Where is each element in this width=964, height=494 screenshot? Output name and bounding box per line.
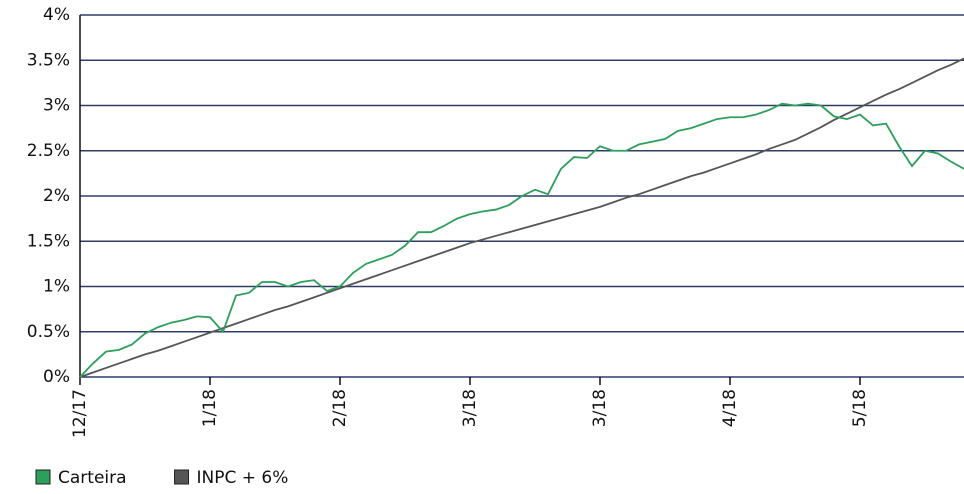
y-tick-label: 0.5% xyxy=(27,322,70,342)
y-tick-label: 2.5% xyxy=(27,141,70,161)
y-tick-label: 3% xyxy=(43,96,70,116)
series-line xyxy=(79,102,964,378)
legend-label: Carteira xyxy=(58,468,127,488)
y-tick-label: 1% xyxy=(43,277,70,297)
legend-label: INPC + 6% xyxy=(197,468,289,488)
x-tick-label: 1/18 xyxy=(200,389,220,427)
x-tick-label: 5/18 xyxy=(850,389,870,427)
series-line xyxy=(79,57,964,378)
legend-swatch xyxy=(35,469,51,485)
y-tick-label: 3.5% xyxy=(27,50,70,70)
legend-swatch xyxy=(174,469,190,485)
y-tick-label: 1.5% xyxy=(27,231,70,251)
x-tick-label: 4/18 xyxy=(720,389,740,427)
x-tick-label: 3/18 xyxy=(590,389,610,427)
x-tick-label: 12/17 xyxy=(70,389,90,438)
y-tick-label: 2% xyxy=(43,186,70,206)
x-tick-label: 2/18 xyxy=(330,389,350,427)
y-tick-label: 0% xyxy=(43,367,70,387)
y-tick-label: 4% xyxy=(43,5,70,25)
x-tick-label: 3/18 xyxy=(460,389,480,427)
